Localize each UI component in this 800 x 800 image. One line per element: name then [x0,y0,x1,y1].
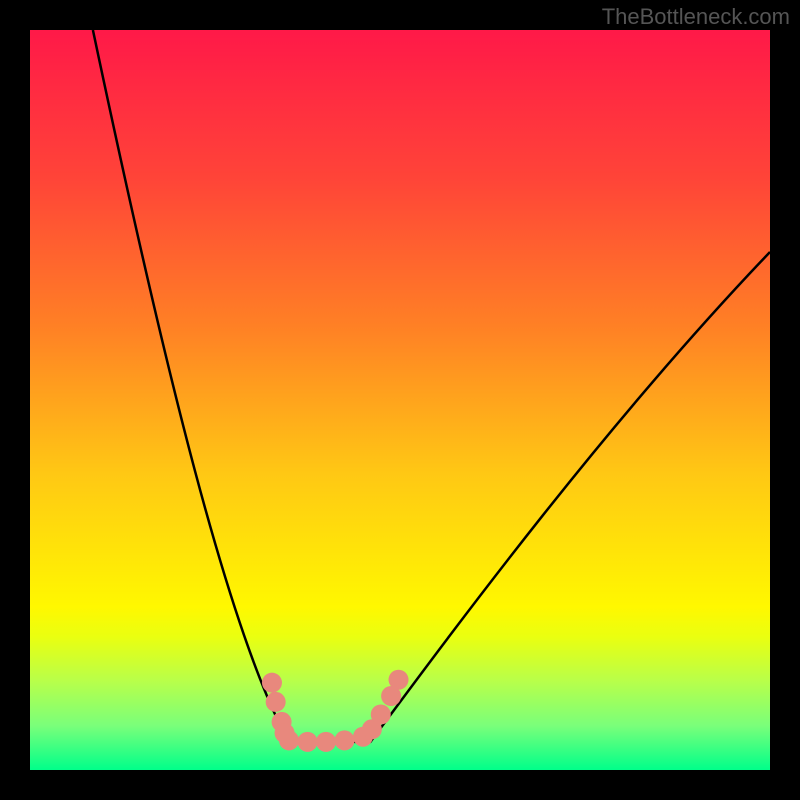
marker-point [279,730,299,750]
bottleneck-curve [93,30,770,742]
marker-point [316,732,336,752]
marker-point [371,705,391,725]
watermark-text: TheBottleneck.com [602,4,790,30]
marker-point [335,730,355,750]
marker-point [389,670,409,690]
marker-point [262,673,282,693]
marker-group [262,670,409,752]
marker-point [298,732,318,752]
marker-point [266,692,286,712]
chart-svg [30,30,770,770]
